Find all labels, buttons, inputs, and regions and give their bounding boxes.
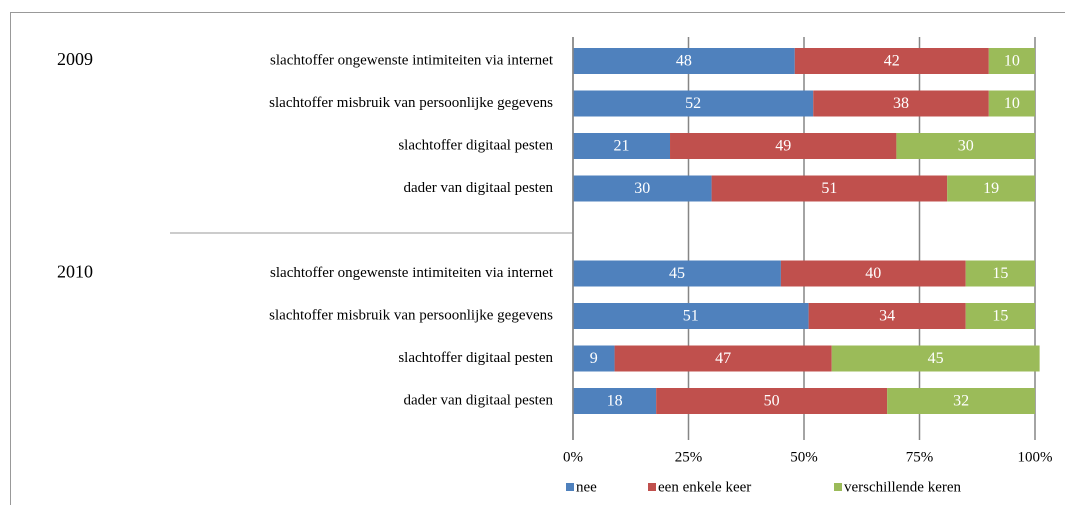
value-label: 10 — [1004, 95, 1020, 112]
value-label: 49 — [775, 138, 791, 155]
x-tick-label: 100% — [1018, 449, 1053, 465]
bar-segment — [573, 388, 657, 414]
value-label: 47 — [715, 350, 731, 367]
value-label: 15 — [992, 265, 1008, 282]
bar-segment — [573, 90, 814, 117]
value-label: 51 — [683, 308, 699, 325]
x-tick-label: 25% — [675, 449, 703, 465]
y-tick-label: slachtoffer digitaal pesten — [398, 350, 553, 366]
value-label: 38 — [893, 95, 909, 112]
value-label: 45 — [669, 265, 685, 282]
x-tick-label: 50% — [790, 449, 818, 465]
value-label: 34 — [879, 308, 895, 325]
bar-segment — [656, 388, 888, 414]
y-tick-label: dader van digitaal pesten — [403, 392, 553, 408]
value-label: 42 — [884, 53, 900, 70]
value-label: 30 — [634, 180, 650, 197]
chart-frame — [10, 12, 1065, 505]
value-label: 18 — [607, 393, 623, 410]
bar-segment — [813, 90, 989, 117]
bar-segment — [947, 175, 1035, 202]
bar-segment — [988, 90, 1035, 117]
bar-segment — [831, 345, 1040, 372]
value-label: 51 — [821, 180, 837, 197]
bar-segment — [573, 48, 795, 74]
legend-label: verschillende keren — [844, 479, 962, 495]
y-tick-label: slachtoffer ongewenste intimiteiten via … — [270, 52, 554, 68]
value-label: 40 — [865, 265, 881, 282]
y-tick-label: slachtoffer digitaal pesten — [398, 137, 553, 153]
group-label: 2010 — [57, 262, 93, 282]
bar-segment — [965, 260, 1035, 287]
x-tick-label: 75% — [906, 449, 934, 465]
bar-segment — [573, 260, 781, 287]
bar-segment — [808, 303, 966, 329]
value-label: 48 — [676, 53, 692, 70]
bar-segment — [573, 133, 671, 159]
value-label: 15 — [992, 308, 1008, 325]
legend-label: een enkele keer — [658, 479, 751, 495]
bar-segment — [573, 303, 809, 329]
bar-segment — [780, 260, 966, 287]
value-label: 9 — [590, 350, 598, 367]
value-label: 50 — [764, 393, 780, 410]
bar-segment — [887, 388, 1035, 414]
legend-swatch — [648, 483, 656, 491]
value-label: 45 — [928, 350, 944, 367]
group-label: 2009 — [57, 49, 93, 69]
bar-segment — [670, 133, 897, 159]
legend-label: nee — [576, 479, 597, 495]
x-tick-label: 0% — [563, 449, 583, 465]
bar-segment — [794, 48, 989, 74]
value-label: 32 — [953, 393, 969, 410]
y-tick-label: slachtoffer misbruik van persoonlijke ge… — [269, 95, 553, 111]
bar-segment — [965, 303, 1035, 329]
value-label: 10 — [1004, 53, 1020, 70]
value-label: 21 — [614, 138, 630, 155]
legend-swatch — [566, 483, 574, 491]
y-tick-label: slachtoffer ongewenste intimiteiten via … — [270, 265, 554, 281]
legend-swatch — [834, 483, 842, 491]
bar-segment — [711, 175, 948, 202]
y-tick-label: slachtoffer misbruik van persoonlijke ge… — [269, 307, 553, 323]
bar-segment — [896, 133, 1035, 159]
value-label: 30 — [958, 138, 974, 155]
bar-segment — [573, 175, 712, 202]
bar-segment — [988, 48, 1035, 74]
bar-segment — [573, 345, 615, 372]
value-label: 52 — [685, 95, 701, 112]
value-label: 19 — [983, 180, 999, 197]
y-tick-label: dader van digitaal pesten — [403, 180, 553, 196]
bar-segment — [614, 345, 832, 372]
